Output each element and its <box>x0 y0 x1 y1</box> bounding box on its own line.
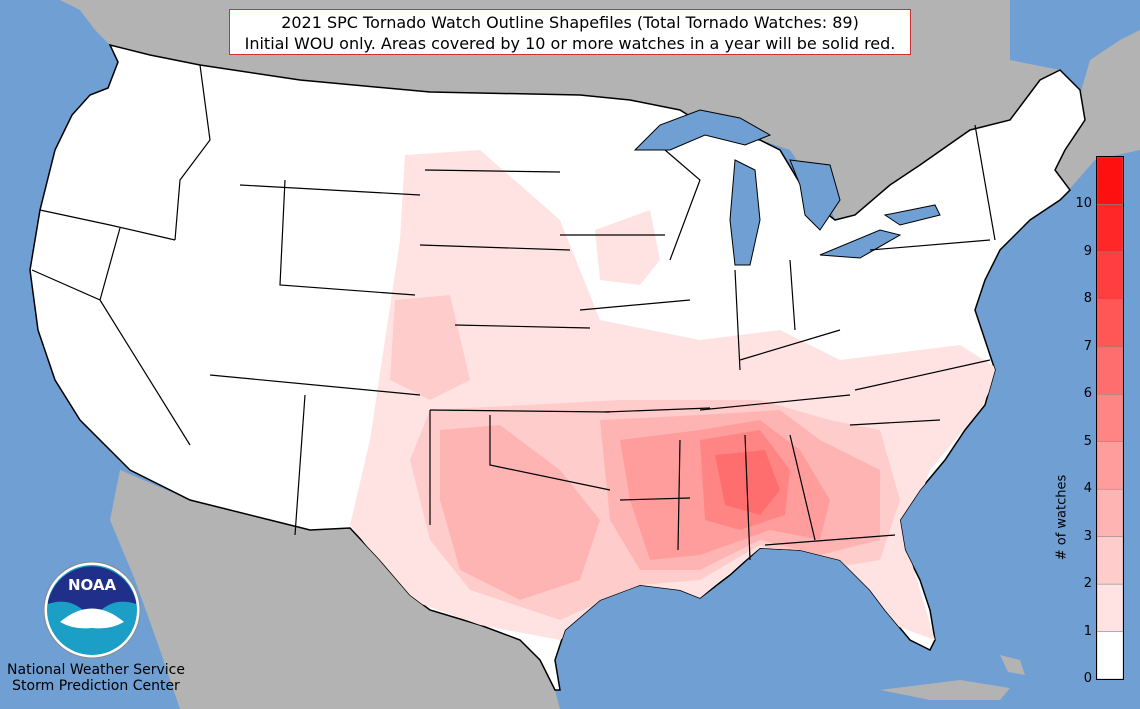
colorbar-swatch <box>1096 299 1124 348</box>
colorbar-swatch <box>1096 441 1124 490</box>
map-title: 2021 SPC Tornado Watch Outline Shapefile… <box>281 13 859 32</box>
colorbar-tick-label: 4 <box>1083 481 1092 497</box>
colorbar-tick-label: 1 <box>1083 623 1092 639</box>
border-id-mt <box>174 64 211 241</box>
border-tn-ky <box>699 394 851 411</box>
colorbar-tick-label: 2 <box>1083 576 1092 592</box>
border-ar-la <box>619 497 691 501</box>
watch-region-2 <box>390 295 470 400</box>
colorbar-tick-label: 8 <box>1083 291 1092 307</box>
state-borders <box>31 64 996 561</box>
border-mo-ar <box>604 407 711 413</box>
colorbar-frame <box>1096 156 1124 680</box>
border-ny-ne <box>974 124 996 241</box>
colorbar-tick-label: 0 <box>1083 671 1092 686</box>
lake-superior <box>633 109 772 151</box>
border-wy-co <box>279 179 416 296</box>
border-sd-ne <box>419 244 571 251</box>
border-il-in <box>734 269 741 371</box>
lake-huron <box>789 159 841 231</box>
colorbar-label: # of watches <box>1054 474 1070 561</box>
noaa-logo: NOAA <box>43 561 141 659</box>
watch-density-layer <box>350 150 1000 640</box>
border-nv-ut <box>99 227 121 301</box>
colorbar-tick-label: 3 <box>1083 528 1092 544</box>
border-in-oh <box>789 259 796 331</box>
colorbar-tick-label: 6 <box>1083 386 1092 402</box>
colorbar-swatch <box>1096 156 1124 205</box>
border-az-nm <box>294 394 306 536</box>
border-ok-tx <box>489 415 611 491</box>
lake-michigan <box>729 159 761 266</box>
border-ks-ok <box>429 409 611 413</box>
map-subtitle: Initial WOU only. Areas covered by 10 or… <box>244 34 896 53</box>
border-ky-oh <box>739 329 841 361</box>
border-al-ga <box>789 434 816 541</box>
colorbar-tick-label: 7 <box>1083 338 1092 354</box>
baja-land <box>120 480 210 709</box>
border-wi-mi <box>664 149 701 261</box>
colorbar-swatches <box>1096 156 1124 680</box>
colorbar-swatch <box>1096 394 1124 442</box>
watch-region-4 <box>440 425 600 600</box>
border-nd-sd <box>424 169 561 173</box>
border-nc-sc <box>849 419 941 426</box>
colorbar-swatch <box>1096 251 1124 300</box>
border-ms-al <box>744 434 751 561</box>
border-ne-ks <box>454 324 591 329</box>
mexico-land <box>110 470 560 709</box>
watch-region-iowa <box>595 210 660 285</box>
colorbar-tick-label: 10 <box>1075 196 1092 212</box>
colorbar-swatch <box>1096 536 1124 585</box>
border-ut-az <box>209 374 421 396</box>
canada-land <box>60 0 1140 250</box>
logo-text: NOAA <box>68 576 117 594</box>
border-wa-or <box>39 209 176 241</box>
border-la-ms <box>677 439 681 551</box>
border-pa-ny <box>869 239 991 251</box>
lake-ontario <box>883 204 941 226</box>
border-ia-mo <box>579 299 691 311</box>
border-mt-wy <box>239 184 421 196</box>
lake-erie <box>819 229 902 259</box>
border-va-nc <box>854 359 991 391</box>
border-fl-line <box>764 534 896 546</box>
colorbar-tick-label: 5 <box>1083 433 1092 449</box>
colorbar-swatch <box>1096 346 1124 395</box>
colorbar-swatch <box>1096 583 1124 632</box>
colorbar-tick-label: 9 <box>1083 243 1092 259</box>
bahamas-land <box>1000 655 1025 675</box>
credit-spc: Storm Prediction Center <box>12 678 180 694</box>
map-title-box: 2021 SPC Tornado Watch Outline Shapefile… <box>229 9 911 55</box>
colorbar-swatch <box>1096 204 1124 253</box>
cuba-land <box>880 680 1010 700</box>
credit-nws: National Weather Service <box>7 662 185 678</box>
